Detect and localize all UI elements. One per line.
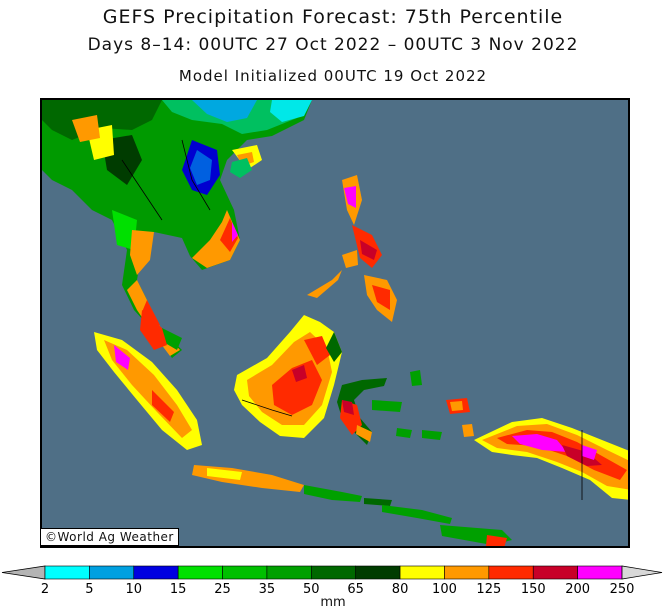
colorbar-tick-label: 25 xyxy=(214,582,231,597)
colorbar-tick-label: 65 xyxy=(347,582,364,597)
colorbar-tick-label: 15 xyxy=(170,582,187,597)
colorbar-tick-label: 2 xyxy=(41,582,49,597)
colorbar-unit-label: mm xyxy=(320,595,346,610)
new-guinea xyxy=(474,418,628,500)
colorbar-tick-label: 80 xyxy=(392,582,409,597)
maluku-islands xyxy=(372,370,474,440)
sulawesi xyxy=(337,378,387,445)
colorbar-tick-label: 50 xyxy=(303,582,320,597)
colorbar-tick-label: 100 xyxy=(432,582,457,597)
map-canvas xyxy=(42,100,628,546)
colorbar-swatch xyxy=(399,565,445,580)
malay-peninsula xyxy=(140,310,167,350)
timor-rain xyxy=(486,535,507,546)
map-title: GEFS Precipitation Forecast: 75th Percen… xyxy=(102,6,564,28)
colorbar-tick-label: 5 xyxy=(85,582,93,597)
colorbar-swatch xyxy=(133,565,179,580)
colorbar-tick-label: 125 xyxy=(476,582,501,597)
colorbar-swatch xyxy=(222,565,268,580)
colorbar-swatch xyxy=(89,565,135,580)
colorbar-swatch xyxy=(311,565,356,580)
hainan xyxy=(230,158,252,178)
colorbar-swatch xyxy=(532,565,578,580)
colorbar-tick-label: 10 xyxy=(125,582,142,597)
lesser-sunda xyxy=(382,505,452,524)
colorbar-tick-label: 200 xyxy=(565,582,590,597)
colorbar-tick-label: 150 xyxy=(521,582,546,597)
precipitation-map xyxy=(40,98,630,548)
colorbar-legend: 2 5 10 15 25 35 50 65 80 100 125 150 200 250 xyxy=(1,565,663,597)
colorbar-tick-label: 250 xyxy=(610,582,635,597)
philippines xyxy=(307,175,397,322)
colorbar-swatch xyxy=(355,565,401,580)
colorbar-swatch xyxy=(577,565,623,580)
colorbar-under-arrow xyxy=(1,565,46,580)
colorbar-over-arrow xyxy=(621,565,663,580)
country-borders xyxy=(121,139,583,500)
colorbar-swatch xyxy=(44,565,90,580)
data-source-credit: ©World Ag Weather xyxy=(40,528,179,546)
colorbar-swatch xyxy=(266,565,312,580)
mainland-southeast-asia xyxy=(42,100,312,358)
colorbar-tick-label: 35 xyxy=(259,582,276,597)
java xyxy=(192,465,392,506)
colorbar-swatch xyxy=(444,565,490,580)
model-init-time: Model Initialized 00UTC 19 Oct 2022 xyxy=(178,67,488,85)
sumatra xyxy=(94,328,202,450)
colorbar-swatch xyxy=(488,565,534,580)
forecast-period: Days 8–14: 00UTC 27 Oct 2022 – 00UTC 3 N… xyxy=(87,35,579,55)
borneo xyxy=(234,315,342,438)
colorbar-swatch xyxy=(177,565,223,580)
